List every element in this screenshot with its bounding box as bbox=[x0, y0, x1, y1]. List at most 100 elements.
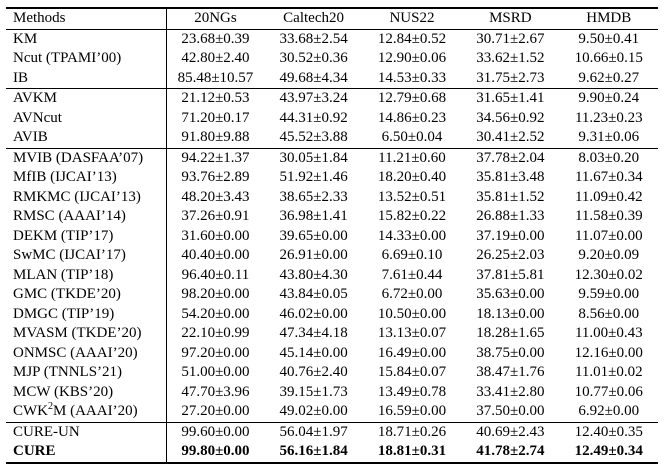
value-cell: 56.16±1.84 bbox=[279, 443, 348, 460]
value-cell: 7.61±0.44 bbox=[381, 266, 443, 283]
table-row: MfIB (IJCAI’13) 93.76±2.89 51.92±1.46 18.20… bbox=[6, 168, 658, 188]
value-cell: 16.59±0.00 bbox=[377, 403, 447, 420]
value-cell: 44.31±0.92 bbox=[279, 109, 348, 126]
value-cell: 37.78±2.04 bbox=[476, 149, 545, 166]
table-row: DEKM (TIP’17) 31.60±0.00 39.65±0.00 14.33±0… bbox=[6, 226, 658, 246]
method-cell: MVASM (TKDE’20) bbox=[6, 324, 167, 344]
method-cell: DEKM (TIP’17) bbox=[6, 226, 167, 246]
column-header: HMDB bbox=[586, 10, 632, 27]
method-cell: CWK2M (AAAI’20) bbox=[6, 402, 167, 422]
value-cell: 45.52±3.88 bbox=[279, 129, 348, 146]
value-cell: 12.79±0.68 bbox=[377, 90, 447, 107]
value-cell: 14.53±0.33 bbox=[377, 69, 447, 86]
value-cell: 21.12±0.53 bbox=[181, 90, 250, 107]
value-cell: 51.92±1.46 bbox=[279, 169, 348, 186]
table-row: Ncut (TPAMI’00) 42.80±2.40 30.52±0.36 12.90… bbox=[6, 49, 658, 69]
table-row: AVNcut 71.20±0.17 44.31±0.92 14.86±0.23 34.5… bbox=[6, 108, 658, 128]
value-cell: 9.50±0.41 bbox=[578, 30, 640, 47]
value-cell: 45.14±0.00 bbox=[279, 344, 348, 361]
value-cell: 96.40±0.11 bbox=[181, 266, 250, 283]
value-cell: 39.15±1.73 bbox=[279, 383, 348, 400]
method-cell: AVKM bbox=[6, 88, 167, 109]
method-cell: RMSC (AAAI’14) bbox=[6, 207, 167, 227]
value-cell: 98.20±0.00 bbox=[181, 286, 250, 303]
table-section: KM 23.68±0.39 33.68±2.54 12.84±0.52 30.71±2.… bbox=[6, 29, 658, 89]
value-cell: 99.60±0.00 bbox=[181, 423, 250, 440]
header-row: Methods 20NGs Caltech20 NUS22 MSRD HMDB bbox=[6, 8, 658, 29]
value-cell: 37.81±5.81 bbox=[476, 266, 545, 283]
value-cell: 46.02±0.00 bbox=[279, 305, 348, 322]
value-cell: 97.20±0.00 bbox=[181, 344, 250, 361]
value-cell: 43.80±4.30 bbox=[279, 266, 348, 283]
value-cell: 18.28±1.65 bbox=[476, 325, 545, 342]
value-cell: 37.26±0.91 bbox=[181, 208, 250, 225]
value-cell: 23.68±0.39 bbox=[181, 30, 250, 47]
table-section: AVKM 21.12±0.53 43.97±3.24 12.79±0.68 31.65±… bbox=[6, 88, 658, 148]
table-row: CURE-UN 99.60±0.00 56.04±1.97 18.71±0.26 40.… bbox=[6, 422, 658, 442]
value-cell: 12.30±0.02 bbox=[574, 266, 643, 283]
value-cell: 91.80±9.88 bbox=[181, 129, 250, 146]
table-section: CURE-UN 99.60±0.00 56.04±1.97 18.71±0.26 40.… bbox=[6, 422, 658, 463]
value-cell: 11.00±0.43 bbox=[574, 325, 643, 342]
value-cell: 14.86±0.23 bbox=[377, 109, 447, 126]
value-cell: 37.19±0.00 bbox=[476, 227, 545, 244]
value-cell: 12.16±0.00 bbox=[574, 344, 643, 361]
table-row: CURE 99.80±0.00 56.16±1.84 18.81±0.31 41.78±… bbox=[6, 442, 658, 463]
value-cell: 38.65±2.33 bbox=[279, 188, 348, 205]
value-cell: 33.68±2.54 bbox=[279, 30, 348, 47]
table-row: MVIB (DASFAA’07) 94.22±1.37 30.05±1.84 11.2… bbox=[6, 148, 658, 168]
value-cell: 11.23±0.23 bbox=[574, 109, 643, 126]
value-cell: 30.41±2.52 bbox=[476, 129, 545, 146]
value-cell: 30.71±2.67 bbox=[476, 30, 545, 47]
value-cell: 93.76±2.89 bbox=[181, 169, 250, 186]
method-cell: GMC (TKDE’20) bbox=[6, 285, 167, 305]
table-row: AVIB 91.80±9.88 45.52±3.88 6.50±0.04 30.41±2… bbox=[6, 128, 658, 148]
method-cell: CURE-UN bbox=[6, 422, 167, 442]
method-cell: KM bbox=[6, 29, 167, 49]
value-cell: 94.22±1.37 bbox=[181, 149, 250, 166]
column-header: 20NGs bbox=[194, 10, 237, 27]
value-cell: 27.20±0.00 bbox=[181, 403, 250, 420]
table-row: MJP (TNNLS’21) 51.00±0.00 40.76±2.40 15.84±… bbox=[6, 363, 658, 383]
value-cell: 39.65±0.00 bbox=[279, 227, 348, 244]
value-cell: 47.70±3.96 bbox=[181, 383, 250, 400]
table-row: MLAN (TIP’18) 96.40±0.11 43.80±4.30 7.61±0.… bbox=[6, 265, 658, 285]
value-cell: 12.84±0.52 bbox=[377, 30, 447, 47]
value-cell: 38.75±0.00 bbox=[476, 344, 545, 361]
superscript: 2 bbox=[48, 402, 53, 413]
method-cell: MfIB (IJCAI’13) bbox=[6, 168, 167, 188]
value-cell: 51.00±0.00 bbox=[181, 364, 250, 381]
value-cell: 9.20±0.09 bbox=[578, 247, 640, 264]
table-header: Methods 20NGs Caltech20 NUS22 MSRD HMDB bbox=[6, 8, 658, 29]
value-cell: 18.20±0.40 bbox=[377, 169, 447, 186]
value-cell: 12.90±0.06 bbox=[377, 50, 447, 67]
value-cell: 11.67±0.34 bbox=[574, 169, 643, 186]
value-cell: 13.52±0.51 bbox=[377, 188, 447, 205]
value-cell: 40.76±2.40 bbox=[279, 364, 348, 381]
value-cell: 30.05±1.84 bbox=[279, 149, 348, 166]
value-cell: 40.40±0.00 bbox=[181, 247, 250, 264]
method-cell: ONMSC (AAAI’20) bbox=[6, 343, 167, 363]
value-cell: 9.62±0.27 bbox=[578, 69, 640, 86]
table-row: RMKMC (IJCAI’13) 48.20±3.43 38.65±2.33 13.5… bbox=[6, 187, 658, 207]
method-cell: MJP (TNNLS’21) bbox=[6, 363, 167, 383]
value-cell: 49.02±0.00 bbox=[279, 403, 348, 420]
value-cell: 34.56±0.92 bbox=[476, 109, 545, 126]
value-cell: 30.52±0.36 bbox=[279, 50, 348, 67]
value-cell: 38.47±1.76 bbox=[476, 364, 545, 381]
value-cell: 85.48±10.57 bbox=[177, 69, 254, 86]
method-cell: SwMC (IJCAI’17) bbox=[6, 246, 167, 266]
value-cell: 47.34±4.18 bbox=[279, 325, 348, 342]
column-header: Methods bbox=[6, 8, 167, 29]
column-header: MSRD bbox=[489, 10, 532, 27]
value-cell: 37.50±0.00 bbox=[476, 403, 545, 420]
value-cell: 13.13±0.07 bbox=[377, 325, 447, 342]
table-row: DMGC (TIP’19) 54.20±0.00 46.02±0.00 10.50±0… bbox=[6, 304, 658, 324]
column-header: NUS22 bbox=[389, 10, 435, 27]
method-cell: AVIB bbox=[6, 128, 167, 148]
value-cell: 40.69±2.43 bbox=[476, 423, 545, 440]
value-cell: 12.49±0.34 bbox=[574, 443, 643, 460]
value-cell: 49.68±4.34 bbox=[279, 69, 348, 86]
value-cell: 43.84±0.05 bbox=[279, 286, 348, 303]
value-cell: 18.13±0.00 bbox=[476, 305, 545, 322]
